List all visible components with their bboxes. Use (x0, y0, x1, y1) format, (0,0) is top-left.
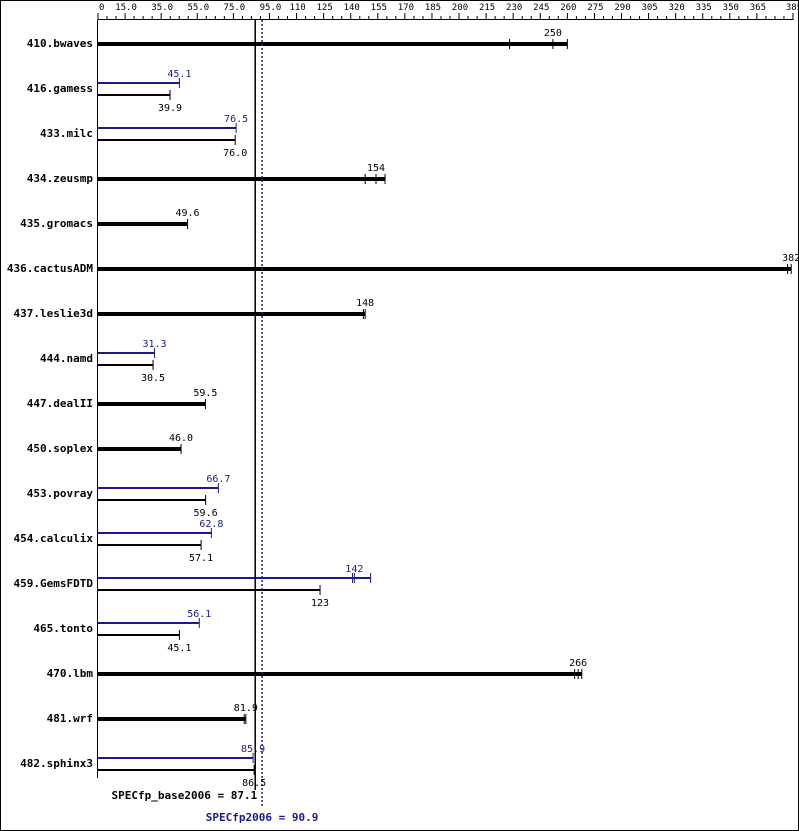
x-tick-label: 365 (750, 3, 766, 13)
x-tick-label: 170 (398, 3, 414, 13)
x-tick-label: 185 (425, 3, 441, 13)
x-tick-label: 335 (696, 3, 712, 13)
x-tick-label: 0 (99, 3, 104, 13)
x-tick-label: 35.0 (151, 3, 173, 13)
x-tick-label: 140 (344, 3, 360, 13)
base-value-label: 382 (782, 253, 799, 264)
peak-value-label: 62.8 (199, 519, 223, 530)
benchmark-label: 416.gamess (27, 82, 93, 95)
benchmark-label: 436.cactusADM (7, 262, 93, 275)
base-value-label: 148 (356, 298, 374, 309)
x-tick-label: 260 (560, 3, 576, 13)
base-value-label: 30.5 (141, 373, 165, 384)
x-tick-label: 305 (641, 3, 657, 13)
peak-value-label: 142 (345, 564, 363, 575)
benchmark-label: 459.GemsFDTD (14, 577, 94, 590)
x-tick-label: 125 (317, 3, 333, 13)
x-tick-label: 245 (533, 3, 549, 13)
base-value-label: 81.9 (234, 703, 258, 714)
peak-value-label: 31.3 (142, 339, 166, 350)
benchmark-label: 481.wrf (47, 712, 93, 725)
base-value-label: 59.6 (194, 508, 218, 519)
peak-reference-label: SPECfp2006 = 90.9 (206, 811, 319, 824)
peak-value-label: 76.5 (224, 114, 248, 125)
base-value-label: 59.5 (193, 388, 217, 399)
base-value-label: 86.5 (242, 778, 266, 789)
base-value-label: 46.0 (169, 433, 193, 444)
x-tick-label: 320 (669, 3, 685, 13)
x-tick-label: 215 (479, 3, 495, 13)
benchmark-label: 453.povray (27, 487, 94, 500)
x-tick-label: 200 (452, 3, 468, 13)
benchmark-label: 444.namd (40, 352, 93, 365)
peak-value-label: 85.9 (241, 744, 265, 755)
base-value-label: 266 (569, 658, 587, 669)
base-value-label: 250 (544, 28, 562, 39)
x-tick-label: 95.0 (260, 3, 282, 13)
x-tick-label: 350 (723, 3, 739, 13)
peak-value-label: 56.1 (187, 609, 211, 620)
x-tick-label: 385 (786, 3, 799, 13)
x-tick-label: 110 (289, 3, 305, 13)
benchmark-label: 482.sphinx3 (20, 757, 93, 770)
x-tick-label: 230 (506, 3, 522, 13)
peak-value-label: 66.7 (206, 474, 230, 485)
base-value-label: 154 (367, 163, 385, 174)
x-tick-label: 75.0 (224, 3, 246, 13)
x-tick-label: 15.0 (115, 3, 137, 13)
base-value-label: 123 (311, 598, 329, 609)
base-reference-label: SPECfp_base2006 = 87.1 (112, 789, 258, 802)
benchmark-label: 470.lbm (47, 667, 94, 680)
x-tick-label: 275 (587, 3, 603, 13)
benchmark-label: 447.dealII (27, 397, 93, 410)
peak-value-label: 45.1 (167, 69, 191, 80)
benchmark-label: 450.soplex (27, 442, 94, 455)
benchmark-label: 437.leslie3d (14, 307, 93, 320)
benchmark-label: 465.tonto (33, 622, 93, 635)
x-tick-label: 290 (614, 3, 630, 13)
base-value-label: 49.6 (175, 208, 199, 219)
x-tick-label: 55.0 (187, 3, 209, 13)
benchmark-label: 435.gromacs (20, 217, 93, 230)
benchmark-label: 434.zeusmp (27, 172, 94, 185)
benchmark-label: 454.calculix (14, 532, 94, 545)
benchmark-label: 410.bwaves (27, 37, 93, 50)
x-tick-label: 155 (371, 3, 387, 13)
benchmark-label: 433.milc (40, 127, 93, 140)
base-value-label: 76.0 (223, 148, 247, 159)
base-value-label: 57.1 (189, 553, 213, 564)
base-value-label: 39.9 (158, 103, 182, 114)
base-value-label: 45.1 (167, 643, 191, 654)
